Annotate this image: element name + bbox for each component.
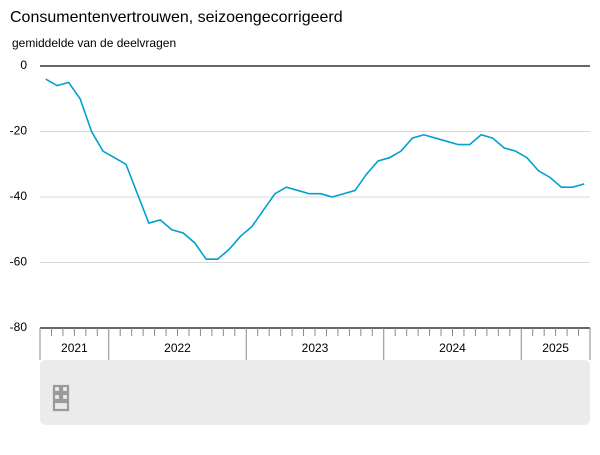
y-tick-label: -80: [10, 320, 28, 334]
y-tick-label: -60: [10, 255, 28, 269]
y-tick-label: -20: [10, 124, 28, 138]
logo: [52, 384, 70, 412]
footer-panel: [40, 360, 590, 425]
x-tick-label: 2023: [302, 341, 329, 355]
data-line: [45, 78, 585, 261]
x-tick-label: 2025: [542, 341, 569, 355]
x-tick-label: 2022: [164, 341, 191, 355]
y-tick-label: -40: [10, 189, 28, 203]
chart-title: Consumentenvertrouwen, seizoengecorrigee…: [10, 9, 343, 26]
x-tick-label: 2021: [61, 341, 88, 355]
chart-subtitle: gemiddelde van de deelvragen: [12, 36, 176, 50]
x-tick-label: 2024: [439, 341, 466, 355]
y-tick-label: 0: [20, 58, 27, 72]
